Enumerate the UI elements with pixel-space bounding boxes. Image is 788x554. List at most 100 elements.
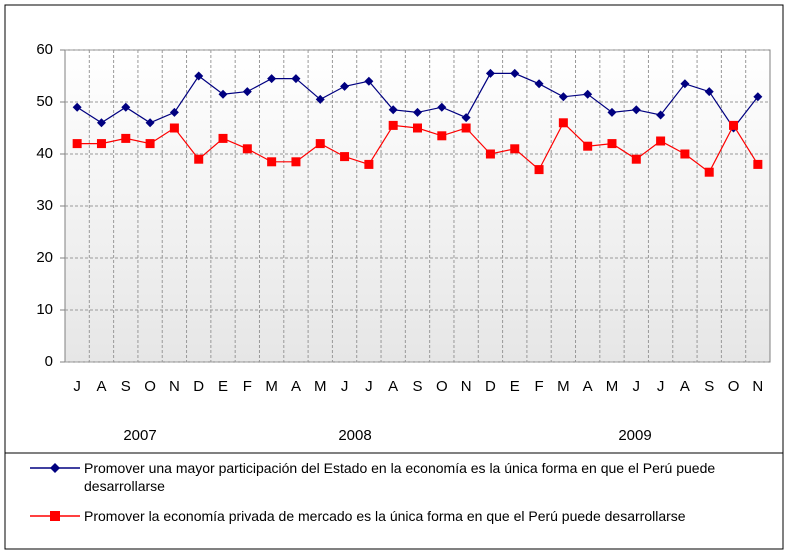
year-label: 2009 <box>618 427 651 444</box>
marker <box>242 144 252 154</box>
x-tick-label: M <box>606 378 619 395</box>
marker <box>218 133 228 143</box>
marker <box>364 159 374 169</box>
legend-entry: Promover la economía privada de mercado … <box>84 508 686 524</box>
marker <box>169 107 179 117</box>
x-tick-label: J <box>341 378 349 395</box>
legend-box <box>4 452 784 550</box>
year-label: 2007 <box>123 427 156 444</box>
marker <box>267 74 277 84</box>
y-tick-label: 0 <box>45 353 53 370</box>
marker <box>558 92 568 102</box>
marker <box>753 92 763 102</box>
y-tick-label: 10 <box>36 301 53 318</box>
marker <box>753 159 763 169</box>
marker <box>315 139 325 149</box>
marker <box>194 71 204 81</box>
x-tick-label: E <box>218 378 228 395</box>
marker <box>242 87 252 97</box>
marker <box>291 74 301 84</box>
marker <box>96 139 106 149</box>
x-tick-label: M <box>314 378 327 395</box>
x-tick-label: J <box>365 378 373 395</box>
marker <box>534 79 544 89</box>
year-label: 2008 <box>338 427 371 444</box>
marker <box>50 463 60 473</box>
marker <box>121 102 131 112</box>
marker <box>145 118 155 128</box>
y-tick-label: 50 <box>36 93 53 110</box>
marker <box>485 68 495 78</box>
marker <box>510 144 520 154</box>
marker <box>96 118 106 128</box>
marker <box>267 157 277 167</box>
marker <box>680 149 690 159</box>
marker <box>461 113 471 123</box>
x-tick-label: D <box>193 378 204 395</box>
x-tick-label: S <box>121 378 131 395</box>
legend-entry: Promover una mayor participación del Est… <box>84 460 716 494</box>
marker <box>485 149 495 159</box>
x-tick-label: N <box>461 378 472 395</box>
legend-label: Promover una mayor participación del Est… <box>84 460 716 494</box>
x-tick-label: F <box>243 378 252 395</box>
marker <box>437 102 447 112</box>
marker <box>50 511 60 521</box>
x-tick-label: M <box>557 378 570 395</box>
marker <box>583 89 593 99</box>
x-tick-label: A <box>583 378 593 395</box>
marker <box>729 120 739 130</box>
y-tick-label: 30 <box>36 197 53 214</box>
marker <box>145 139 155 149</box>
x-tick-label: O <box>144 378 156 395</box>
marker <box>607 139 617 149</box>
x-tick-label: S <box>704 378 714 395</box>
marker <box>656 136 666 146</box>
marker <box>413 107 422 117</box>
marker <box>607 107 617 117</box>
marker <box>194 154 204 164</box>
marker <box>656 110 666 120</box>
marker <box>340 81 350 91</box>
legend-label: Promover la economía privada de mercado … <box>84 508 686 524</box>
x-tick-label: A <box>680 378 690 395</box>
marker <box>631 154 641 164</box>
marker <box>388 120 398 130</box>
marker <box>218 89 228 99</box>
y-tick-label: 20 <box>36 249 53 266</box>
marker <box>510 68 520 78</box>
x-tick-label: A <box>291 378 301 395</box>
y-tick-label: 40 <box>36 145 53 162</box>
x-tick-label: N <box>169 378 180 395</box>
marker <box>680 79 690 89</box>
marker <box>72 102 82 112</box>
x-tick-label: E <box>510 378 520 395</box>
x-tick-label: F <box>534 378 543 395</box>
x-tick-label: J <box>633 378 641 395</box>
marker <box>291 157 301 167</box>
x-tick-label: J <box>73 378 81 395</box>
marker <box>558 118 568 128</box>
marker <box>704 167 714 177</box>
marker <box>169 123 179 133</box>
x-tick-label: M <box>265 378 278 395</box>
x-tick-label: O <box>436 378 448 395</box>
marker <box>340 152 350 162</box>
x-tick-label: S <box>412 378 422 395</box>
marker <box>121 133 131 143</box>
marker <box>413 123 422 133</box>
marker <box>388 105 398 115</box>
x-tick-label: N <box>752 378 763 395</box>
marker <box>461 123 471 133</box>
marker <box>583 141 593 151</box>
marker <box>364 76 374 86</box>
marker <box>72 139 82 149</box>
x-tick-label: J <box>657 378 665 395</box>
y-tick-label: 60 <box>36 41 53 58</box>
x-tick-label: O <box>728 378 740 395</box>
x-tick-label: A <box>96 378 106 395</box>
marker <box>315 94 325 104</box>
marker <box>704 87 714 97</box>
marker <box>534 165 544 175</box>
